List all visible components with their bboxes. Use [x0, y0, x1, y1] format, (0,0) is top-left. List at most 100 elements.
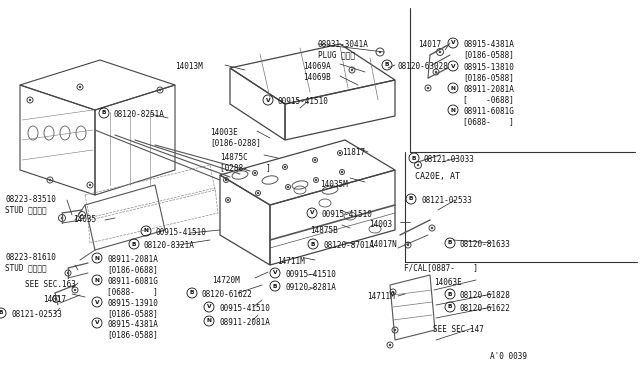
Text: V: V	[95, 299, 99, 305]
Circle shape	[394, 329, 396, 331]
Text: 08223-81610: 08223-81610	[5, 253, 56, 262]
Circle shape	[379, 51, 381, 53]
Text: 14013M: 14013M	[175, 62, 203, 71]
Circle shape	[315, 179, 317, 181]
Circle shape	[407, 244, 409, 246]
Text: 08121-03033: 08121-03033	[424, 155, 475, 164]
Text: 14035M: 14035M	[320, 180, 348, 189]
Circle shape	[74, 289, 76, 291]
Text: V: V	[451, 41, 455, 45]
Circle shape	[55, 298, 57, 300]
Circle shape	[339, 152, 341, 154]
Text: 08120-8321A: 08120-8321A	[144, 241, 195, 250]
Text: N: N	[207, 318, 211, 324]
Text: 08120-61622: 08120-61622	[460, 304, 511, 313]
Text: 14069A: 14069A	[303, 62, 331, 71]
Circle shape	[388, 344, 391, 346]
Text: 14875B: 14875B	[310, 226, 338, 235]
Text: B: B	[273, 283, 277, 289]
Text: B: B	[132, 241, 136, 247]
Text: B: B	[448, 305, 452, 310]
Text: N: N	[451, 86, 456, 90]
Circle shape	[439, 51, 441, 53]
Text: 08120-81633: 08120-81633	[460, 240, 511, 249]
Text: 08120-63028: 08120-63028	[397, 62, 448, 71]
Text: 08120-61622: 08120-61622	[202, 290, 253, 299]
Circle shape	[89, 184, 92, 186]
Circle shape	[159, 89, 161, 91]
Text: 08915-13910: 08915-13910	[107, 299, 158, 308]
Circle shape	[227, 199, 229, 201]
Text: [0688-    ]: [0688- ]	[463, 117, 514, 126]
Text: STUD スタッド: STUD スタッド	[5, 263, 47, 272]
Text: [0186-0588]: [0186-0588]	[107, 309, 158, 318]
Text: 08911-6081G: 08911-6081G	[463, 107, 514, 116]
Text: 14875C: 14875C	[220, 153, 248, 162]
Text: 08911-2081A: 08911-2081A	[219, 318, 270, 327]
Text: B: B	[448, 241, 452, 246]
Circle shape	[314, 159, 316, 161]
Text: SEE SEC.147: SEE SEC.147	[433, 325, 484, 334]
Text: 08915-4381A: 08915-4381A	[463, 40, 514, 49]
Text: 08931-3041A: 08931-3041A	[318, 40, 369, 49]
Circle shape	[67, 272, 69, 274]
Text: 14017: 14017	[418, 40, 441, 49]
Text: 00915-41510: 00915-41510	[219, 304, 270, 313]
Circle shape	[81, 214, 83, 216]
Text: 00915-41510: 00915-41510	[285, 270, 336, 279]
Text: 08120-8701A: 08120-8701A	[323, 241, 374, 250]
Text: [0688-    ]: [0688- ]	[107, 287, 158, 296]
Text: 14720M: 14720M	[212, 276, 240, 285]
Text: F/CAL[0887-    ]: F/CAL[0887- ]	[404, 263, 478, 272]
Text: N: N	[95, 278, 99, 282]
Text: 14003E: 14003E	[210, 128, 237, 137]
Text: V: V	[266, 97, 270, 103]
Text: B: B	[385, 62, 389, 67]
Text: 14069B: 14069B	[303, 73, 331, 82]
Circle shape	[284, 166, 286, 168]
Text: V: V	[273, 270, 277, 276]
Text: 08915-4381A: 08915-4381A	[107, 320, 158, 329]
Circle shape	[427, 87, 429, 89]
Text: 11817: 11817	[342, 148, 365, 157]
Text: B: B	[0, 311, 3, 315]
Text: B: B	[448, 292, 452, 296]
Text: N: N	[143, 228, 148, 234]
Circle shape	[257, 192, 259, 194]
Text: 00915-41510: 00915-41510	[278, 97, 329, 106]
Text: V: V	[310, 211, 314, 215]
Circle shape	[392, 291, 394, 293]
Text: 08911-6081G: 08911-6081G	[107, 277, 158, 286]
Text: B: B	[190, 291, 194, 295]
Text: 14711M: 14711M	[367, 292, 395, 301]
Text: CA20E, AT: CA20E, AT	[415, 172, 460, 181]
Text: N: N	[95, 256, 99, 260]
Text: B: B	[412, 155, 416, 160]
Text: 08120-61828: 08120-61828	[460, 291, 511, 300]
Text: B: B	[102, 110, 106, 115]
Circle shape	[417, 164, 419, 166]
Circle shape	[341, 171, 343, 173]
Text: 08121-02533: 08121-02533	[11, 310, 62, 319]
Circle shape	[79, 86, 81, 88]
Text: [0288-    ]: [0288- ]	[220, 163, 271, 172]
Text: 14017: 14017	[43, 295, 66, 304]
Text: SEE SEC.163: SEE SEC.163	[25, 280, 76, 289]
Text: B: B	[409, 196, 413, 202]
Text: 14035: 14035	[73, 215, 96, 224]
Circle shape	[287, 186, 289, 188]
Text: 08911-2081A: 08911-2081A	[463, 85, 514, 94]
Circle shape	[351, 69, 353, 71]
Text: 08915-13810: 08915-13810	[463, 63, 514, 72]
Circle shape	[435, 71, 437, 73]
Text: 08911-2081A: 08911-2081A	[107, 255, 158, 264]
Text: [0186-0588]: [0186-0588]	[107, 330, 158, 339]
Text: 08223-83510: 08223-83510	[5, 195, 56, 204]
Text: [0186-0288]: [0186-0288]	[210, 138, 261, 147]
Text: V: V	[95, 321, 99, 326]
Text: 08121-02533: 08121-02533	[421, 196, 472, 205]
Text: 14711M: 14711M	[277, 257, 305, 266]
Text: [0186-0588]: [0186-0588]	[463, 50, 514, 59]
Text: 14017N: 14017N	[369, 240, 397, 249]
Circle shape	[29, 99, 31, 101]
